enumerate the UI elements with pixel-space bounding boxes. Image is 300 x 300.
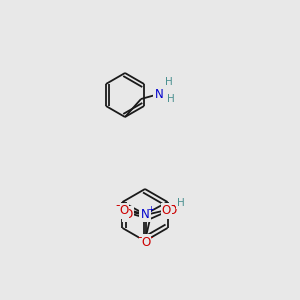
Text: O: O — [167, 205, 177, 218]
Text: N: N — [141, 208, 150, 220]
Text: +: + — [146, 205, 153, 214]
Text: O: O — [141, 236, 150, 248]
Text: O: O — [162, 205, 171, 218]
Text: O: O — [140, 236, 149, 248]
Text: -: - — [170, 200, 175, 212]
Text: O: O — [123, 208, 133, 220]
Text: O: O — [119, 205, 128, 218]
Text: H: H — [165, 77, 173, 87]
Text: N: N — [154, 88, 164, 100]
Text: +: + — [147, 205, 154, 214]
Text: N: N — [140, 208, 149, 220]
Text: -: - — [137, 232, 142, 244]
Text: -: - — [148, 232, 153, 244]
Text: H: H — [177, 198, 185, 208]
Text: H: H — [167, 94, 175, 104]
Text: -: - — [115, 200, 120, 212]
